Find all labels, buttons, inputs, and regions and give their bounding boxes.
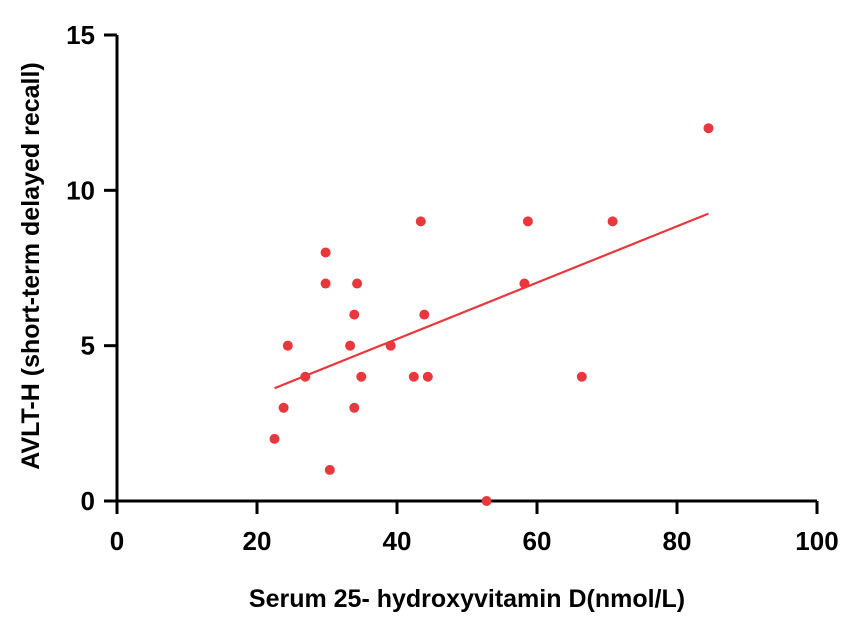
data-point [703, 123, 714, 134]
data-point [519, 278, 530, 289]
trend-line-group [274, 212, 709, 390]
y-tick-label: 15 [66, 20, 95, 50]
data-point [385, 340, 396, 351]
y-axis-title: AVLT-H (short-term delayed recall) [17, 62, 45, 470]
data-point [408, 371, 419, 382]
x-tick-label: 20 [243, 526, 272, 556]
x-tick-label: 40 [383, 526, 412, 556]
data-point [481, 496, 492, 506]
data-point [607, 216, 618, 227]
y-tick-label: 5 [81, 331, 95, 361]
x-tick-label: 100 [795, 526, 838, 556]
data-points [269, 123, 714, 506]
data-point [522, 216, 533, 227]
data-point [324, 464, 335, 475]
x-tick-label: 60 [523, 526, 552, 556]
data-point [349, 309, 360, 320]
data-point [320, 247, 331, 258]
x-axis-title: Serum 25- hydroxyvitamin D(nmol/L) [249, 585, 685, 613]
data-point [278, 402, 289, 413]
data-point [269, 433, 280, 444]
data-point [415, 216, 426, 227]
data-point [300, 371, 311, 382]
data-point [356, 371, 367, 382]
axes: 0 20 40 60 80 100 0 5 10 15 [66, 20, 839, 556]
x-tick-label: 0 [110, 526, 124, 556]
y-tick-label: 10 [66, 175, 95, 205]
data-point [352, 278, 363, 289]
data-point [282, 340, 293, 351]
trend-line [274, 212, 709, 390]
data-point [345, 340, 356, 351]
x-tick-label: 80 [663, 526, 692, 556]
data-point [419, 309, 430, 320]
y-tick-label: 0 [81, 486, 95, 516]
data-point [576, 371, 587, 382]
data-point [349, 402, 360, 413]
data-point [320, 278, 331, 289]
data-point [422, 371, 433, 382]
